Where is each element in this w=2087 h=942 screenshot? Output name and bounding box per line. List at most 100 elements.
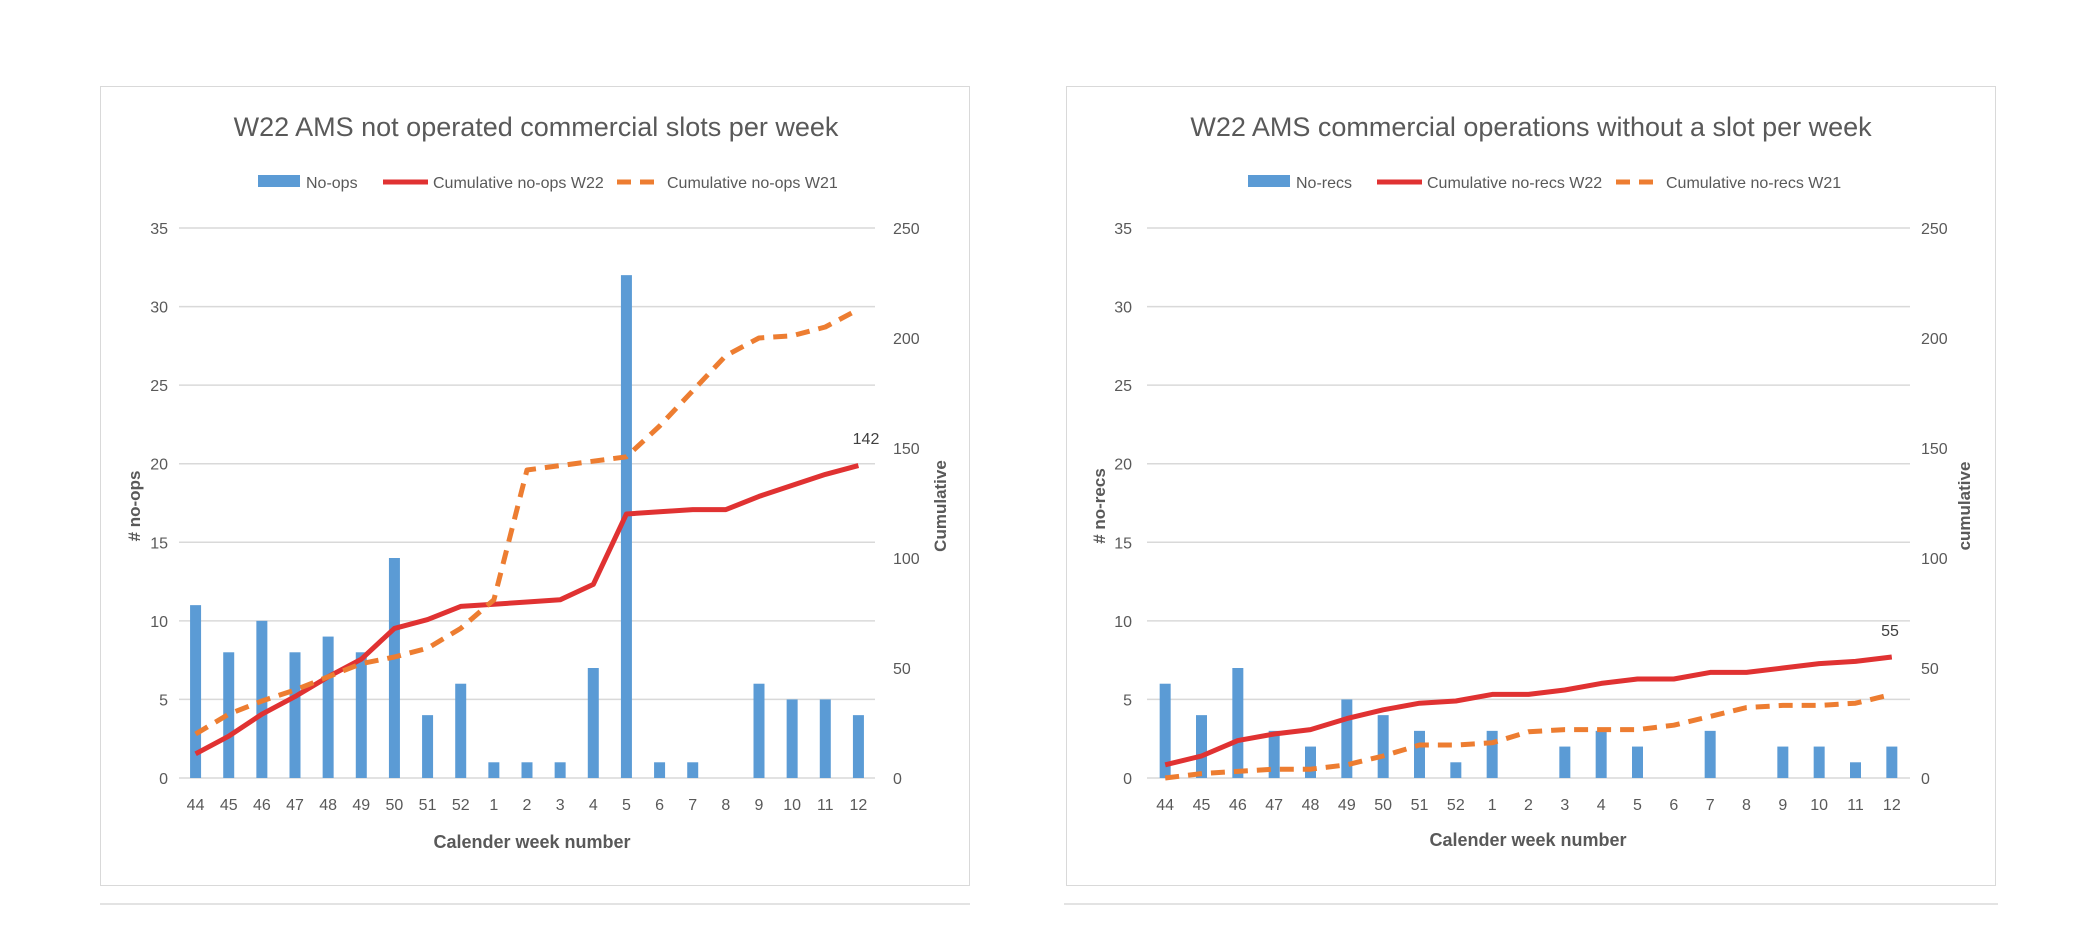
series-line-w21	[194, 307, 860, 737]
y-axis-label: # no-recs	[1090, 468, 1109, 544]
bar	[455, 683, 467, 778]
bar	[388, 558, 400, 778]
y-tick-label: 25	[1114, 378, 1132, 395]
y2-tick-label: 250	[1921, 221, 1948, 238]
x-tick-label: 49	[1338, 797, 1356, 814]
x-tick-label: 44	[187, 797, 205, 814]
x-tick-label: 50	[386, 797, 404, 814]
bar	[422, 715, 434, 778]
bar	[1777, 746, 1789, 778]
bar	[1232, 668, 1244, 778]
x-tick-label: 48	[1302, 797, 1320, 814]
y-tick-label: 5	[1123, 692, 1132, 709]
y-tick-label: 30	[150, 300, 168, 317]
bar	[819, 699, 831, 778]
divider	[100, 903, 970, 905]
y-tick-label: 20	[150, 457, 168, 474]
chart-no-recs: W22 AMS commercial operations without a …	[1090, 112, 1974, 850]
bar	[1159, 683, 1171, 778]
y2-tick-label: 100	[1921, 551, 1948, 568]
x-tick-label: 4	[1597, 797, 1606, 814]
y2-tick-label: 100	[893, 551, 920, 568]
bar	[1886, 746, 1898, 778]
x-tick-label: 3	[556, 797, 565, 814]
bar	[1813, 746, 1825, 778]
x-tick-label: 52	[1447, 797, 1465, 814]
bar	[1850, 762, 1861, 778]
y-tick-label: 15	[150, 535, 168, 552]
x-tick-label: 11	[817, 797, 834, 814]
bar	[654, 762, 666, 778]
y2-tick-label: 0	[893, 771, 902, 788]
x-tick-label: 5	[1633, 797, 1642, 814]
bar	[521, 762, 533, 778]
y2-tick-label: 250	[893, 221, 920, 238]
y-tick-label: 30	[1114, 300, 1132, 317]
legend-swatch-bar	[1248, 175, 1290, 187]
legend-label-w22: Cumulative no-ops W22	[433, 175, 604, 192]
x-tick-label: 44	[1156, 797, 1174, 814]
bar	[322, 636, 334, 778]
legend-swatch-bar	[258, 175, 300, 187]
y2-tick-label: 50	[1921, 661, 1939, 678]
x-tick-label: 50	[1374, 797, 1392, 814]
x-tick-label: 48	[319, 797, 337, 814]
x-tick-label: 45	[1193, 797, 1211, 814]
y2-tick-label: 0	[1921, 771, 1930, 788]
x-tick-label: 1	[489, 797, 498, 814]
bar	[1414, 730, 1425, 778]
y-tick-label: 5	[159, 692, 168, 709]
bar	[620, 275, 632, 778]
x-tick-label: 2	[523, 797, 532, 814]
y2-tick-label: 150	[1921, 441, 1948, 458]
x-tick-label: 8	[721, 797, 730, 814]
x-tick-label: 49	[352, 797, 370, 814]
x-tick-label: 6	[655, 797, 664, 814]
series-line-w22	[1164, 654, 1893, 768]
bar	[1486, 730, 1498, 778]
legend-label-bars: No-recs	[1296, 175, 1352, 192]
legend-label-w21: Cumulative no-ops W21	[667, 175, 838, 192]
x-tick-label: 47	[1265, 797, 1283, 814]
bar	[587, 668, 599, 778]
bar	[223, 652, 235, 778]
chart-no-ops: W22 AMS not operated commercial slots pe…	[125, 112, 950, 852]
x-tick-label: 6	[1669, 797, 1678, 814]
divider	[1064, 903, 1998, 905]
y2-axis-label: Cumulative	[931, 460, 950, 552]
bar	[1341, 699, 1353, 778]
x-tick-label: 47	[286, 797, 304, 814]
end-value-label: 55	[1881, 623, 1899, 640]
x-tick-label: 46	[1229, 797, 1247, 814]
x-tick-label: 11	[1847, 797, 1864, 814]
series-line-w22	[194, 463, 860, 757]
y2-axis-label: cumulative	[1955, 462, 1974, 551]
x-tick-label: 12	[1883, 797, 1901, 814]
x-tick-label: 8	[1742, 797, 1751, 814]
x-tick-label: 9	[755, 797, 764, 814]
chart-title: W22 AMS not operated commercial slots pe…	[234, 112, 839, 142]
y2-tick-label: 200	[1921, 331, 1948, 348]
bar	[190, 605, 202, 778]
bar	[1196, 715, 1207, 778]
x-tick-label: 7	[688, 797, 697, 814]
x-tick-label: 10	[783, 797, 801, 814]
y-tick-label: 0	[159, 771, 168, 788]
x-tick-label: 46	[253, 797, 271, 814]
y-axis-label: # no-ops	[125, 471, 144, 542]
x-tick-label: 10	[1810, 797, 1828, 814]
bar	[1632, 746, 1643, 778]
y-tick-label: 15	[1114, 535, 1132, 552]
y2-tick-label: 150	[893, 441, 920, 458]
x-tick-label: 12	[850, 797, 868, 814]
x-axis-label: Calender week number	[433, 832, 630, 852]
bar	[687, 762, 699, 778]
x-tick-label: 1	[1488, 797, 1497, 814]
bar	[1704, 730, 1716, 778]
bar	[1377, 715, 1389, 778]
bar	[1595, 730, 1607, 778]
y2-tick-label: 50	[893, 661, 911, 678]
x-axis-label: Calender week number	[1429, 830, 1626, 850]
legend-label-bars: No-ops	[306, 175, 358, 192]
